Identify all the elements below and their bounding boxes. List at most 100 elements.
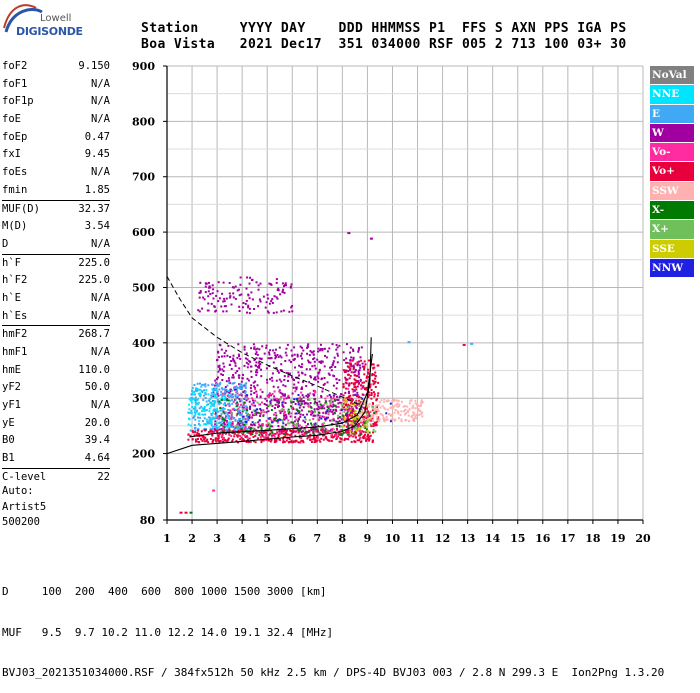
echo-point <box>278 409 281 412</box>
echo-point <box>241 406 244 409</box>
echo-point <box>312 428 315 431</box>
echo-point <box>220 355 223 358</box>
echo-point <box>199 291 202 294</box>
echo-point <box>203 427 206 430</box>
echo-point <box>231 416 234 419</box>
echo-point <box>366 375 369 378</box>
echo-point <box>311 438 314 441</box>
echo-point <box>302 413 305 416</box>
echo-point <box>354 420 356 423</box>
echo-point <box>365 438 368 441</box>
echo-point <box>388 412 391 415</box>
echo-point <box>273 435 276 438</box>
echo-point <box>238 367 241 370</box>
echo-point <box>207 416 210 419</box>
echo-point <box>328 405 331 408</box>
echo-point <box>222 418 225 421</box>
echo-point <box>366 430 369 433</box>
echo-point <box>348 419 351 422</box>
echo-point <box>210 394 213 397</box>
echo-point <box>283 441 286 443</box>
echo-point <box>245 431 248 434</box>
echo-point <box>240 420 243 423</box>
echo-point <box>216 427 219 430</box>
parameter-row: h`E N/A <box>2 290 110 308</box>
echo-point <box>363 373 366 376</box>
echo-point <box>374 424 377 427</box>
echo-point <box>351 417 354 420</box>
echo-point <box>260 432 263 435</box>
echo-point <box>204 409 207 412</box>
echo-point <box>237 288 240 291</box>
echo-point <box>217 415 220 418</box>
echo-point <box>373 373 376 376</box>
echo-point <box>220 424 223 427</box>
y-tick-label: 600 <box>132 226 155 239</box>
echo-point <box>241 425 244 428</box>
echo-point <box>250 390 253 393</box>
echo-point <box>235 385 238 388</box>
echo-point <box>208 407 211 410</box>
echo-point <box>289 372 291 375</box>
echo-point <box>201 439 204 442</box>
echo-point <box>307 423 309 426</box>
echo-point <box>199 290 202 292</box>
echo-point <box>348 407 351 410</box>
echo-point <box>294 439 297 442</box>
x-tick-label: 3 <box>213 532 221 545</box>
echo-point <box>243 348 246 351</box>
echo-point <box>410 415 413 418</box>
echo-point <box>212 425 214 428</box>
echo-point <box>194 429 197 432</box>
echo-point <box>312 353 315 356</box>
echo-point <box>230 425 233 428</box>
echo-point <box>324 429 327 432</box>
parameter-row: foE N/A <box>2 111 110 129</box>
echo-point <box>232 374 235 376</box>
echo-point <box>215 388 218 391</box>
parameter-value: 3.54 <box>84 220 110 233</box>
echo-point <box>226 384 229 387</box>
echo-point <box>343 416 346 419</box>
echo-point <box>318 432 321 435</box>
echo-point <box>301 357 303 360</box>
echo-point <box>350 356 353 359</box>
echo-point <box>305 368 308 371</box>
echo-point <box>287 379 289 382</box>
echo-point <box>280 395 283 398</box>
echo-point <box>221 409 224 411</box>
echo-point <box>298 374 301 377</box>
echo-point <box>198 388 200 391</box>
header-label-5: P1 <box>429 21 446 36</box>
echo-point <box>376 409 379 412</box>
echo-point <box>319 440 322 443</box>
echo-point <box>356 364 359 367</box>
echo-point <box>217 394 220 397</box>
echo-point <box>307 343 310 346</box>
echo-cluster-nnw <box>242 393 392 425</box>
echo-point <box>368 420 371 423</box>
echo-point <box>294 424 296 426</box>
echo-point <box>317 372 320 375</box>
echo-point <box>352 365 355 368</box>
echo-point <box>352 421 355 424</box>
echo-point <box>393 404 396 407</box>
echo-point <box>318 416 321 419</box>
echo-point <box>233 432 236 435</box>
echo-point <box>268 353 271 356</box>
echo-point <box>379 413 382 415</box>
echo-point <box>249 276 252 279</box>
echo-point <box>190 397 192 400</box>
echo-point <box>344 401 347 404</box>
echo-point <box>370 415 373 418</box>
echo-point <box>211 428 214 430</box>
echo-point <box>214 310 217 313</box>
echo-point <box>258 364 261 367</box>
echo-point <box>217 384 220 387</box>
echo-point <box>309 361 312 364</box>
echo-point <box>253 424 256 427</box>
echo-point <box>375 419 378 422</box>
echo-point <box>248 406 251 409</box>
echo-point <box>358 405 361 407</box>
echo-point <box>287 412 290 415</box>
